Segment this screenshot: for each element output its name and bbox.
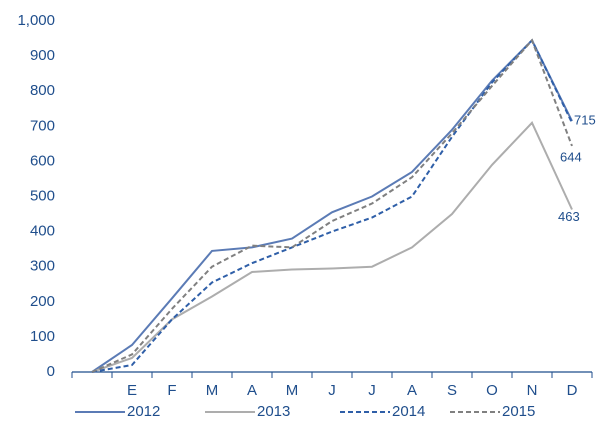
x-tick-label: M <box>286 382 299 399</box>
series-line <box>91 38 573 373</box>
y-tick-label: 1,000 <box>17 12 55 29</box>
y-tick-label: 500 <box>30 187 55 204</box>
y-tick-label: 800 <box>30 82 55 99</box>
x-tick-label: J <box>328 382 336 399</box>
legend-label: 2014 <box>392 403 425 420</box>
y-tick-label: 400 <box>30 223 55 240</box>
x-tick-label: S <box>447 382 457 399</box>
series-line <box>91 121 573 373</box>
x-tick-label: J <box>368 382 376 399</box>
x-tick-label: N <box>527 382 538 399</box>
data-label: 644 <box>560 149 582 164</box>
data-label: 463 <box>558 209 580 224</box>
x-tick-label: A <box>247 382 257 399</box>
y-tick-label: 600 <box>30 152 55 169</box>
legend-label: 2015 <box>502 403 535 420</box>
y-tick-label: 200 <box>30 293 55 310</box>
data-label: 715 <box>574 112 596 127</box>
x-tick-label: O <box>486 382 498 399</box>
y-tick-label: 100 <box>30 328 55 345</box>
y-tick-label: 0 <box>47 363 55 380</box>
x-tick-label: F <box>167 382 176 399</box>
legend-label: 2012 <box>127 403 160 420</box>
x-tick-label: E <box>127 382 137 399</box>
x-tick-label: A <box>407 382 417 399</box>
series-line <box>91 38 573 373</box>
y-tick-label: 900 <box>30 47 55 64</box>
x-tick-label: M <box>206 382 219 399</box>
y-tick-label: 700 <box>30 117 55 134</box>
series-line <box>91 38 573 373</box>
y-tick-label: 300 <box>30 258 55 275</box>
x-tick-label: D <box>567 382 578 399</box>
legend-label: 2013 <box>257 403 290 420</box>
